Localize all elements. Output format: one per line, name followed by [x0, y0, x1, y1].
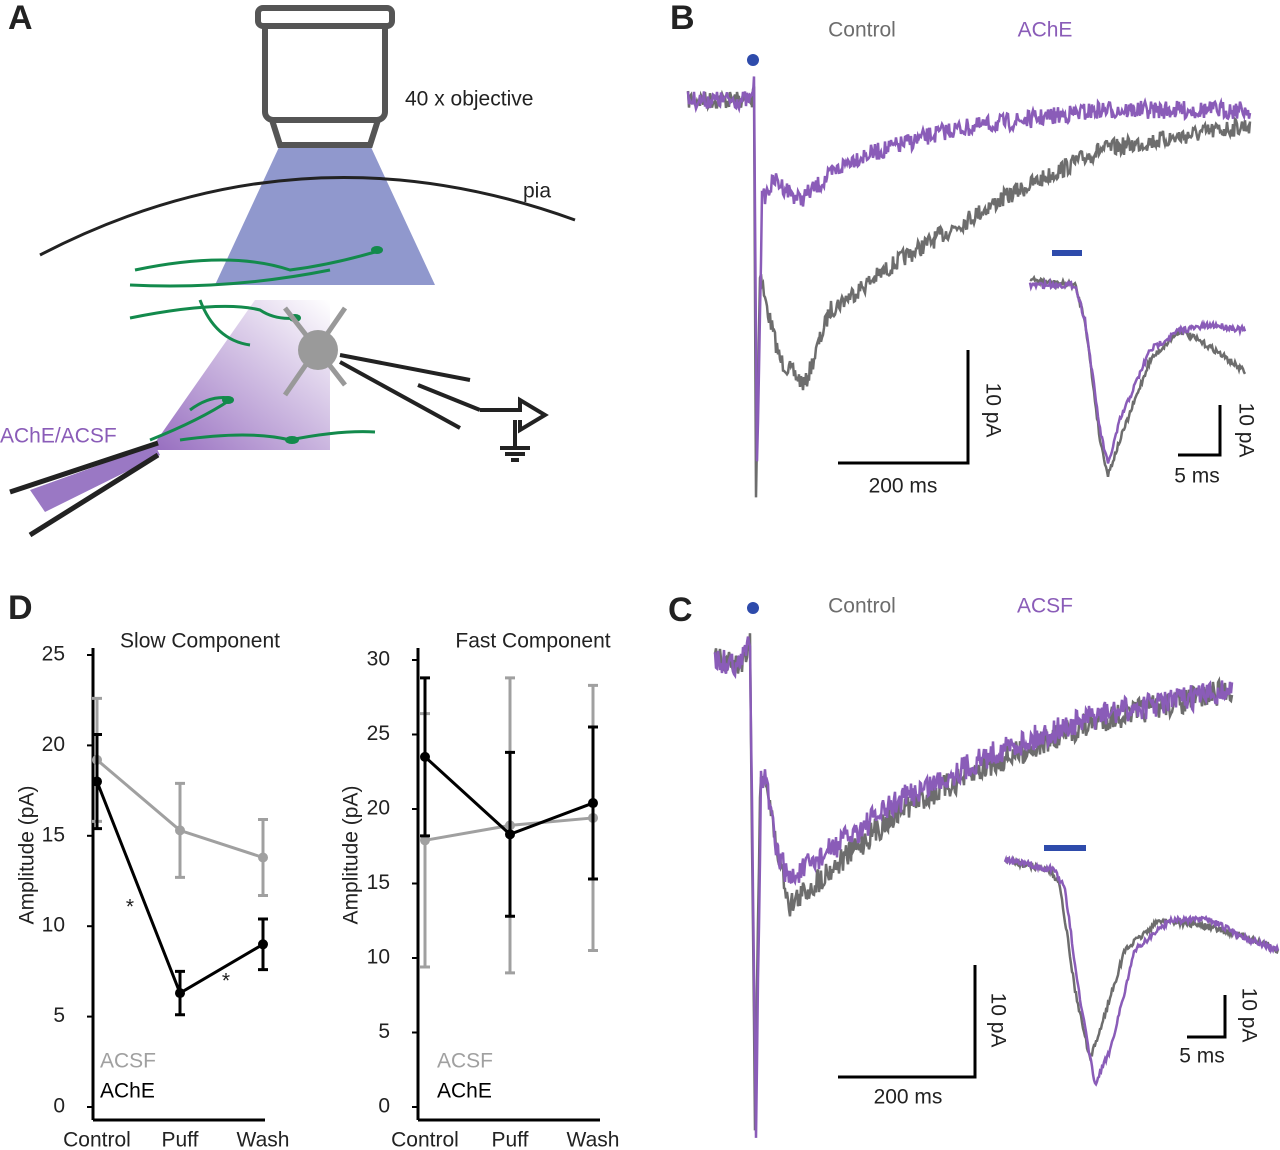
scale-label: 5 ms [1179, 1045, 1225, 1068]
electrode [339, 353, 549, 462]
stim-dot [747, 54, 759, 66]
y-tick-label: 20 [42, 733, 65, 756]
legend-label: AChE [1018, 19, 1073, 42]
point [420, 835, 430, 846]
point [420, 751, 430, 762]
x-tick-label: Wash [567, 1129, 620, 1150]
diagram [9, 5, 576, 538]
trace [1028, 277, 1247, 464]
annotation: * [126, 896, 134, 919]
puff-label: AChE/ACSF [0, 425, 117, 448]
y-tick-label: 10 [42, 914, 65, 937]
x-tick-label: Wash [237, 1129, 290, 1150]
panel-label: B [670, 0, 695, 37]
point [258, 852, 268, 863]
objective-rim [255, 5, 395, 29]
x-tick-label: Control [391, 1129, 459, 1150]
y-tick-label: 10 [367, 946, 390, 969]
scale-label: 5 ms [1174, 465, 1220, 488]
x-tick-label: Puff [162, 1129, 199, 1150]
y-tick-label: 0 [378, 1095, 390, 1118]
x-tick-label: Control [63, 1129, 131, 1150]
point [258, 939, 268, 950]
point [588, 798, 598, 809]
trace [686, 86, 1252, 498]
y-tick-label: 25 [367, 722, 390, 745]
y-tick-label: 5 [378, 1020, 390, 1043]
pia-label: pia [523, 180, 551, 203]
scale-label: 10 pA [1234, 403, 1257, 458]
stim-dot [747, 602, 759, 614]
point [175, 825, 185, 836]
legend-label: ACSF [1017, 595, 1073, 618]
y-axis-label: Amplitude (pA) [340, 786, 363, 925]
scale-label: 10 pA [986, 993, 1009, 1048]
scale-bar [838, 965, 977, 1079]
point [175, 988, 185, 999]
chart-title: Slow Component [120, 630, 280, 653]
panel-label: A [8, 0, 33, 37]
y-tick-label: 5 [53, 1004, 65, 1027]
scale-bar [838, 350, 970, 465]
legend-label: AChE [100, 1080, 155, 1103]
objective-label: 40 x objective [405, 88, 533, 111]
trace [1003, 854, 1280, 1087]
legend-label: Control [828, 19, 896, 42]
puff-pipette [30, 445, 160, 512]
annotation: * [222, 970, 230, 993]
legend-label: AChE [437, 1080, 492, 1103]
scale-bar [1178, 405, 1222, 457]
y-tick-label: 15 [367, 871, 390, 894]
point [505, 829, 515, 840]
trace [686, 76, 1252, 462]
objective-lens [269, 119, 381, 148]
scale-label: 200 ms [874, 1086, 943, 1109]
pia-line [39, 175, 576, 257]
x-tick-label: Puff [492, 1129, 529, 1150]
y-tick-label: 0 [53, 1095, 65, 1118]
y-axis-label: Amplitude (pA) [16, 786, 39, 925]
legend-label: ACSF [100, 1050, 156, 1073]
legend-label: ACSF [437, 1050, 493, 1073]
trace [713, 636, 1234, 1138]
y-tick-label: 25 [42, 643, 65, 666]
scale-label: 200 ms [869, 475, 938, 498]
scale-label: 10 pA [1237, 988, 1260, 1043]
puff-cloud [150, 300, 330, 450]
neurons [129, 250, 376, 442]
stim-bar [1052, 250, 1082, 256]
y-tick-label: 30 [367, 648, 390, 671]
point [92, 776, 102, 787]
puff-pipette-outline [9, 440, 160, 538]
chart-title: Fast Component [455, 630, 610, 653]
stim-bar [1044, 845, 1086, 851]
panel-label: C [668, 591, 693, 629]
y-tick-label: 15 [42, 823, 65, 846]
panel-label: D [8, 589, 33, 627]
y-tick-label: 20 [367, 797, 390, 820]
scale-bar [1187, 995, 1227, 1039]
trace [1004, 855, 1280, 1062]
scale-label: 10 pA [981, 383, 1004, 438]
legend-label: Control [828, 595, 896, 618]
cell-body [298, 330, 338, 370]
